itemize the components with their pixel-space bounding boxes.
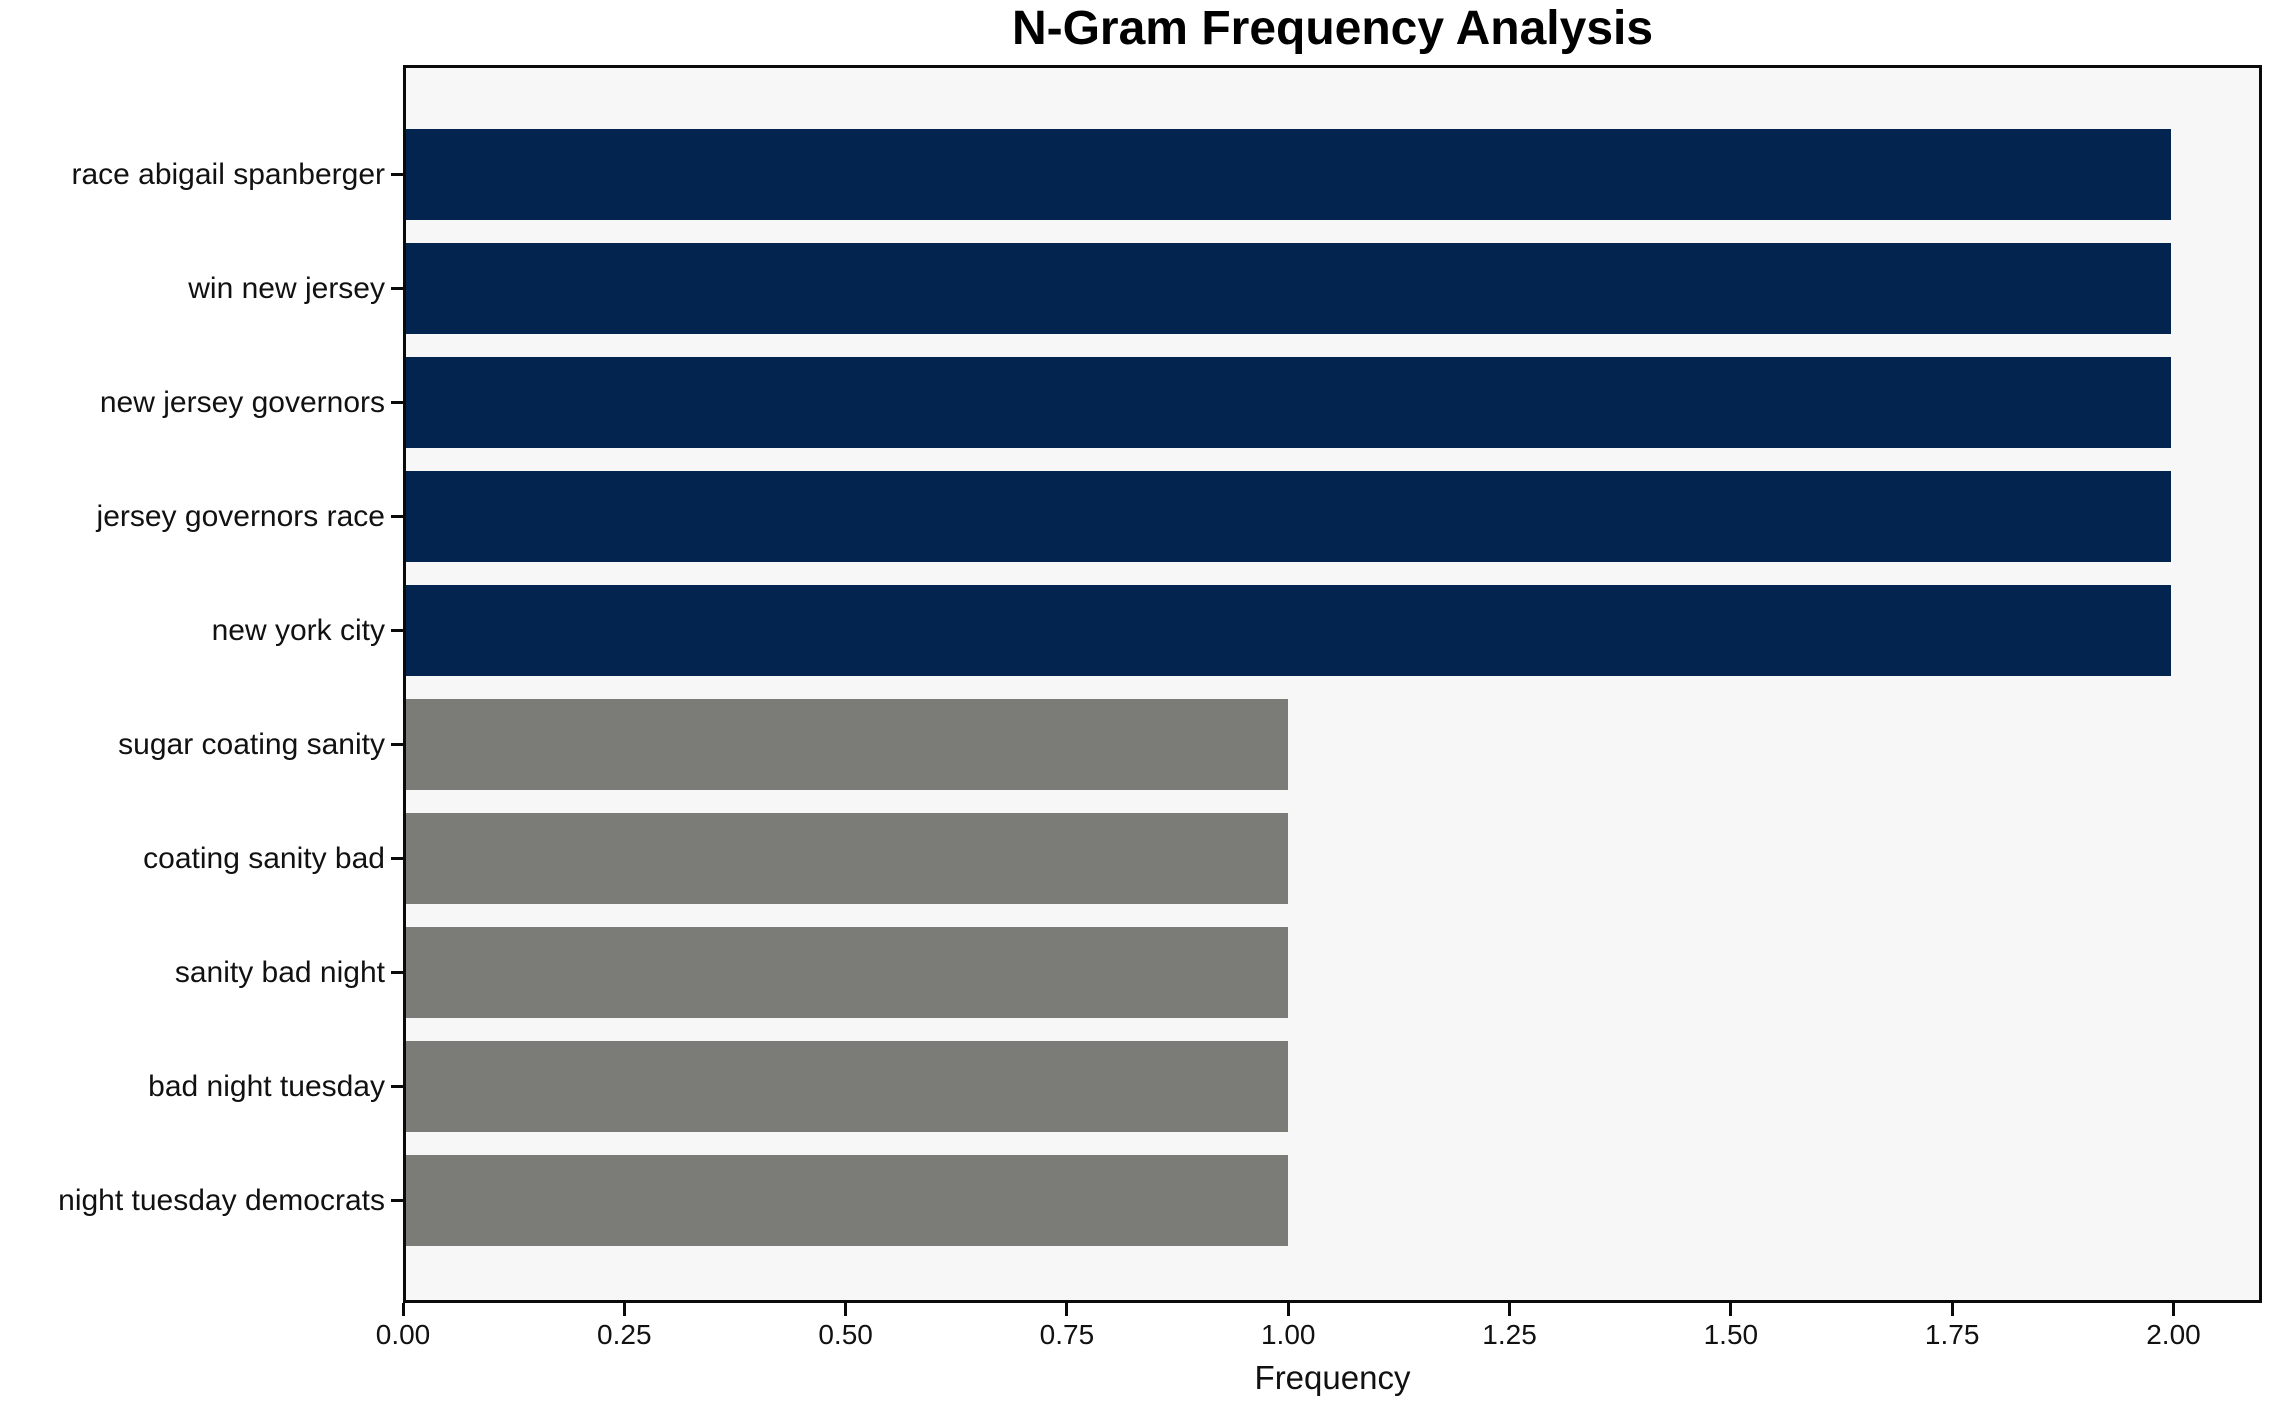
bar-sanity-bad-night — [406, 927, 1289, 1018]
bar-race-abigail-spanberger — [406, 129, 2171, 220]
x-tick-label: 0.00 — [375, 1319, 431, 1350]
bar-jersey-governors-race — [406, 471, 2171, 562]
y-axis-label: new jersey governors — [99, 385, 385, 419]
y-axis-label: night tuesday democrats — [58, 1183, 385, 1217]
x-tick — [1508, 1303, 1512, 1316]
y-axis-label: sanity bad night — [174, 955, 385, 989]
y-tick — [391, 971, 403, 974]
y-axis-label: coating sanity bad — [143, 841, 385, 875]
plot-area — [403, 65, 2262, 1303]
y-tick — [391, 173, 403, 176]
x-axis-label: Frequency — [1254, 1359, 1411, 1396]
x-tick — [1729, 1303, 1733, 1316]
x-tick-label: 1.00 — [1260, 1319, 1316, 1350]
x-tick-label: 0.25 — [597, 1319, 652, 1350]
bar-coating-sanity-bad — [406, 813, 1289, 904]
y-axis-label: jersey governors race — [96, 499, 385, 533]
y-tick — [391, 743, 403, 746]
x-tick — [1065, 1303, 1069, 1316]
y-tick — [391, 1085, 403, 1088]
y-tick — [391, 515, 403, 518]
y-tick — [391, 287, 403, 290]
y-tick — [391, 857, 403, 860]
x-tick — [401, 1303, 405, 1316]
y-axis-label: win new jersey — [188, 271, 385, 305]
bar-night-tuesday-democrats — [406, 1155, 1289, 1246]
y-tick — [391, 629, 403, 632]
bar-new-york-city — [406, 585, 2171, 676]
bar-bad-night-tuesday — [406, 1041, 1289, 1132]
y-tick — [391, 401, 403, 404]
x-tick-label: 1.50 — [1703, 1319, 1759, 1350]
x-tick — [622, 1303, 626, 1316]
y-axis-label: bad night tuesday — [148, 1069, 385, 1103]
y-axis-label: new york city — [211, 613, 385, 647]
x-tick-label: 0.75 — [1039, 1319, 1095, 1350]
y-axis-label: race abigail spanberger — [71, 157, 385, 191]
x-tick — [1950, 1303, 1954, 1316]
x-tick — [844, 1303, 848, 1316]
bar-new-jersey-governors — [406, 357, 2171, 448]
x-tick — [1286, 1303, 1290, 1316]
x-tick — [2171, 1303, 2175, 1316]
y-axis-label: sugar coating sanity — [118, 727, 385, 761]
x-tick-label: 1.75 — [1924, 1319, 1980, 1350]
x-tick-label: 2.00 — [2146, 1319, 2201, 1350]
y-tick — [391, 1199, 403, 1202]
bar-sugar-coating-sanity — [406, 699, 1289, 790]
chart-title: N-Gram Frequency Analysis — [1011, 2, 1654, 55]
x-tick-label: 1.25 — [1482, 1319, 1537, 1350]
bar-win-new-jersey — [406, 243, 2171, 334]
x-tick-label: 0.50 — [818, 1319, 873, 1350]
